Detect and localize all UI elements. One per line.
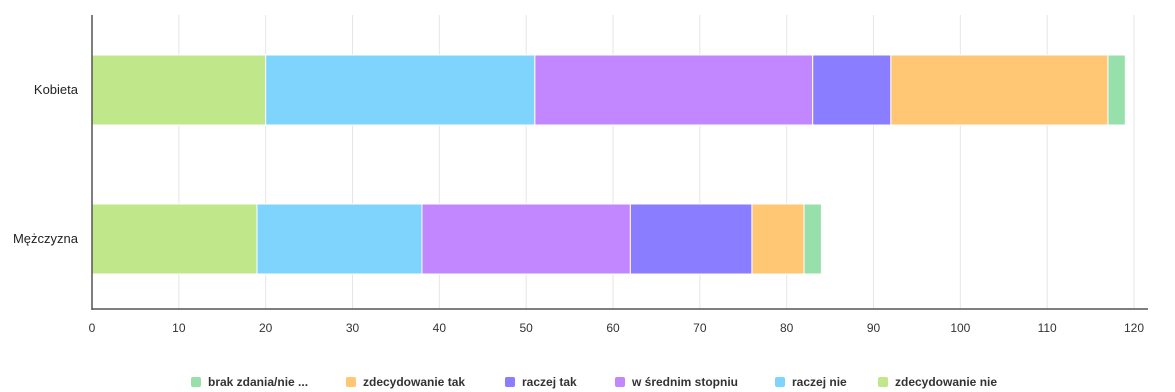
bar-mezczyzna-raczej-nie bbox=[256, 203, 423, 275]
bars bbox=[91, 54, 1126, 275]
x-tick-label-50: 50 bbox=[519, 321, 533, 335]
x-tick-label-0: 0 bbox=[89, 321, 96, 335]
legend-swatch-raczej-nie bbox=[775, 377, 785, 387]
legend-item-w-srednim-stopniu: w średnim stopniu bbox=[615, 375, 738, 389]
bar-kobieta-raczej-tak bbox=[812, 54, 892, 126]
x-tick-label-30: 30 bbox=[346, 321, 360, 335]
bar-kobieta-brak-zdania-nie bbox=[1107, 54, 1126, 126]
legend-label-raczej-nie: raczej nie bbox=[792, 375, 847, 389]
legend-swatch-zdecydowanie-tak bbox=[346, 377, 356, 387]
bar-mezczyzna-zdecydowanie-tak bbox=[751, 203, 805, 275]
x-tick-label-100: 100 bbox=[950, 321, 970, 335]
legend-item-brak-zdania-nie: brak zdania/nie ... bbox=[191, 375, 308, 389]
bar-kobieta-zdecydowanie-tak bbox=[890, 54, 1109, 126]
legend-item-raczej-tak: raczej tak bbox=[505, 375, 577, 389]
legend-label-w-srednim-stopniu: w średnim stopniu bbox=[631, 375, 738, 389]
axes bbox=[91, 15, 1148, 310]
x-tick-label-90: 90 bbox=[867, 321, 881, 335]
bar-mezczyzna-brak-zdania-nie bbox=[803, 203, 822, 275]
bar-mezczyzna-zdecydowanie-nie bbox=[91, 203, 258, 275]
legend-swatch-zdecydowanie-nie bbox=[878, 377, 888, 387]
legend-label-zdecydowanie-tak: zdecydowanie tak bbox=[363, 375, 465, 389]
x-tick-label-80: 80 bbox=[780, 321, 794, 335]
x-tick-label-10: 10 bbox=[172, 321, 186, 335]
x-tick-labels: 0 10 20 30 40 50 60 70 80 90 100 110 120 bbox=[89, 321, 1145, 335]
legend-swatch-raczej-tak bbox=[505, 377, 515, 387]
x-tick-label-70: 70 bbox=[693, 321, 707, 335]
bar-kobieta-raczej-nie bbox=[265, 54, 536, 126]
legend-label-zdecydowanie-nie: zdecydowanie nie bbox=[895, 375, 997, 389]
category-label-mezczyzna: Mężczyzna bbox=[13, 231, 79, 246]
bar-mezczyzna-raczej-tak bbox=[629, 203, 753, 275]
legend-item-zdecydowanie-nie: zdecydowanie nie bbox=[878, 375, 997, 389]
legend-label-brak-zdania-nie: brak zdania/nie ... bbox=[208, 375, 308, 389]
bar-mezczyzna-w-srednim-stopniu bbox=[421, 203, 631, 275]
legend-item-zdecydowanie-tak: zdecydowanie tak bbox=[346, 375, 465, 389]
x-tick-label-120: 120 bbox=[1124, 321, 1144, 335]
legend-label-raczej-tak: raczej tak bbox=[522, 375, 577, 389]
category-labels: Kobieta Mężczyzna bbox=[13, 82, 79, 246]
bar-kobieta-zdecydowanie-nie bbox=[91, 54, 267, 126]
bar-kobieta-w-srednim-stopniu bbox=[534, 54, 814, 126]
legend-swatch-brak-zdania-nie bbox=[191, 377, 201, 387]
x-tick-label-40: 40 bbox=[433, 321, 447, 335]
legend-item-raczej-nie: raczej nie bbox=[775, 375, 847, 389]
legend: brak zdania/nie ... zdecydowanie tak racze… bbox=[191, 375, 997, 389]
x-tick-label-60: 60 bbox=[606, 321, 620, 335]
category-label-kobieta: Kobieta bbox=[34, 82, 79, 97]
x-tick-label-110: 110 bbox=[1038, 321, 1057, 335]
x-tick-label-20: 20 bbox=[259, 321, 273, 335]
legend-swatch-w-srednim-stopniu bbox=[615, 377, 625, 387]
